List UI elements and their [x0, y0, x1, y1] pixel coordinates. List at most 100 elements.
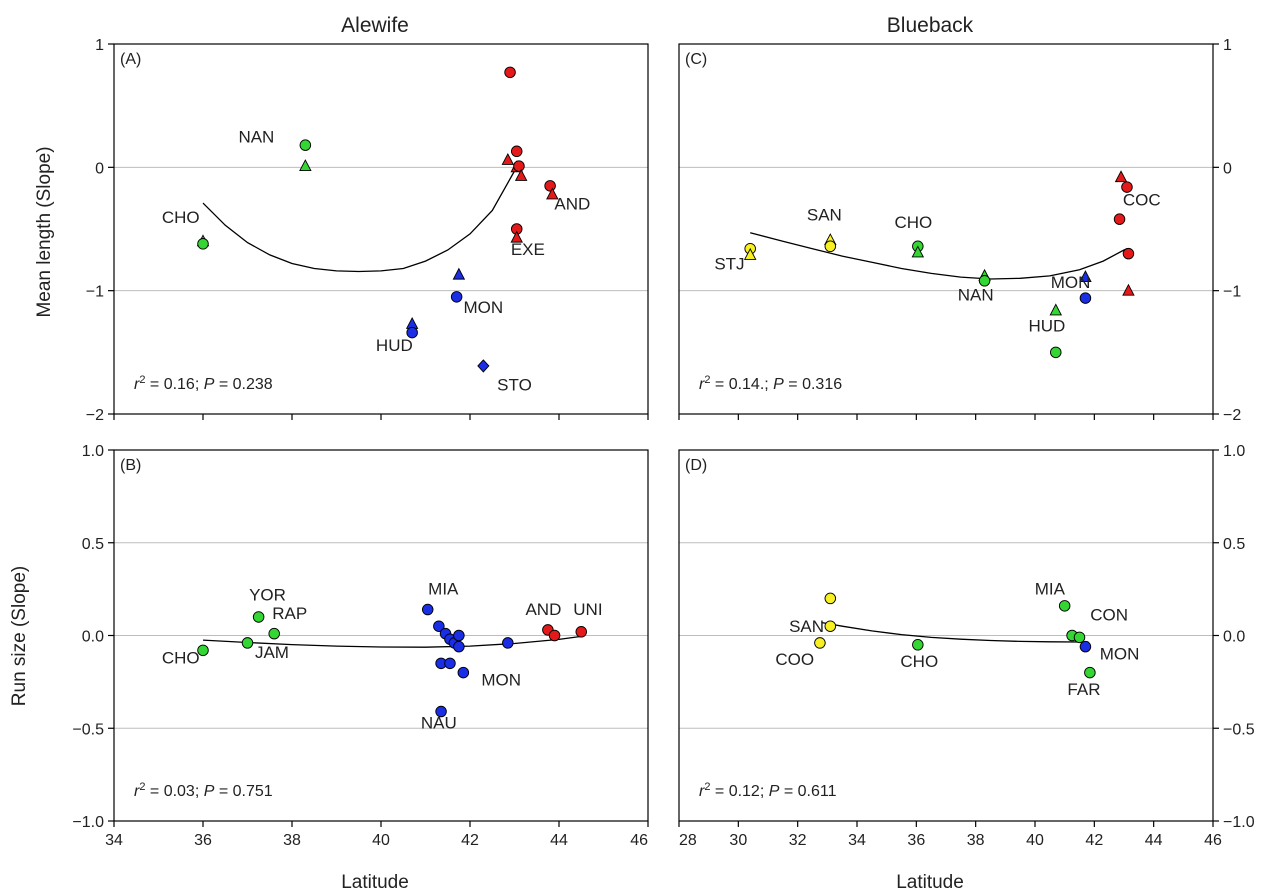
data-point-b-12	[444, 657, 456, 670]
xtick-label-d-4: 36	[907, 832, 925, 849]
data-point-a-17	[406, 326, 418, 339]
site-label-d-2: CHO	[900, 652, 938, 671]
column-title-alewife: Alewife	[341, 14, 409, 37]
site-label-d-0: SAN	[789, 617, 824, 636]
data-point-c-3	[824, 240, 837, 253]
xtick-label-b-0: 34	[105, 832, 123, 849]
data-point-d-4	[1058, 600, 1071, 612]
stats-part-c-0: r	[699, 376, 705, 393]
xtick-label-d-2: 32	[789, 832, 807, 849]
column-title-blueback: Blueback	[887, 14, 974, 37]
data-point-a-0	[299, 139, 312, 151]
data-point-d-1	[824, 620, 837, 632]
data-point-c-15	[1122, 247, 1135, 260]
data-point-b-0	[197, 644, 209, 657]
data-point-c-7	[978, 275, 991, 287]
site-label-c-5: HUD	[1028, 316, 1065, 335]
data-point-a-5	[510, 145, 523, 158]
data-point-a-10	[544, 180, 556, 192]
data-point-c-12	[1114, 170, 1128, 183]
site-label-a-6: STO	[497, 376, 532, 395]
data-point-b-5	[433, 620, 445, 632]
ytick-label-a-2: 0	[95, 160, 104, 177]
stats-annotation-c: r2 = 0.14.; P = 0.316	[699, 374, 842, 393]
ytick-label-c-1: −1	[1223, 284, 1241, 301]
fit-curve-a	[202, 170, 516, 273]
data-point-b-13	[457, 666, 470, 679]
site-label-d-5: MON	[1100, 645, 1140, 664]
data-point-a-6	[501, 152, 515, 165]
stats-annotation-b: r2 = 0.03; P = 0.751	[134, 781, 273, 800]
data-point-a-18	[477, 359, 490, 373]
xtick-label-d-3: 34	[848, 832, 866, 849]
stats-part-d-3: P	[769, 783, 780, 800]
stats-part-d-2: = 0.12;	[710, 783, 768, 800]
data-point-d-7	[1084, 666, 1096, 679]
data-point-d-2	[814, 637, 826, 649]
stats-annotation-a: r2 = 0.16; P = 0.238	[134, 374, 273, 393]
stats-part-b-2: = 0.03;	[145, 783, 203, 800]
site-label-d-3: MIA	[1035, 580, 1066, 599]
data-point-d-3	[912, 639, 924, 651]
stats-part-c-1: 2	[704, 374, 710, 386]
data-point-c-11	[1079, 292, 1092, 304]
xtick-label-d-1: 30	[729, 832, 747, 849]
ytick-label-b-2: 0.0	[82, 629, 104, 646]
panel-d: −1.0 −0.5 0.0 0.5 1.0 28 30 32 34 36 38 40 42 44 46 SAN…	[678, 443, 1255, 849]
xtick-label-d-8: 44	[1145, 832, 1163, 849]
data-point-c-16	[1122, 283, 1135, 296]
xtick-label-b-4: 42	[461, 832, 479, 849]
stats-part-c-2: = 0.14.;	[710, 376, 773, 393]
stats-part-a-4: = 0.238	[214, 376, 272, 393]
xtick-label-b-5: 44	[550, 832, 568, 849]
data-point-c-1	[743, 247, 757, 260]
data-point-a-9	[514, 168, 528, 181]
ytick-label-b-4: 1.0	[82, 443, 104, 460]
site-label-b-5: AND	[525, 600, 561, 619]
data-point-c-8	[1049, 303, 1063, 316]
xtick-label-d-7: 42	[1085, 832, 1103, 849]
data-point-d-6	[1073, 631, 1086, 644]
data-point-b-4	[421, 603, 434, 616]
y-axis-title-mean-length: Mean length (Slope)	[34, 146, 55, 317]
data-point-b-10	[453, 640, 465, 653]
xtick-label-b-3: 40	[372, 832, 390, 849]
site-label-d-4: CON	[1090, 606, 1128, 625]
site-label-c-6: COC	[1123, 191, 1161, 210]
ytick-label-d-3: 0.5	[1223, 536, 1245, 553]
xtick-label-d-9: 46	[1204, 832, 1222, 849]
stats-part-b-1: 2	[139, 781, 145, 793]
site-label-b-3: CHO	[162, 648, 200, 667]
site-label-b-0: YOR	[249, 585, 286, 604]
xtick-label-b-2: 38	[283, 832, 301, 849]
data-point-a-14	[452, 267, 466, 280]
plot-frame-c	[678, 43, 1214, 415]
data-point-b-15	[502, 637, 514, 649]
site-label-c-2: CHO	[894, 213, 932, 232]
ytick-label-d-1: −0.5	[1223, 721, 1255, 738]
xtick-label-b-6: 46	[630, 832, 648, 849]
data-point-b-14	[435, 705, 447, 718]
data-point-a-1	[299, 159, 312, 172]
stats-part-b-3: P	[204, 783, 215, 800]
data-point-b-17	[548, 629, 561, 642]
data-point-a-3	[197, 238, 209, 250]
site-label-d-6: FAR	[1067, 680, 1100, 699]
x-axis-title-left: Latitude	[341, 872, 409, 892]
site-label-c-1: SAN	[807, 205, 842, 224]
data-point-a-4	[504, 66, 516, 79]
site-label-b-2: JAM	[255, 643, 289, 662]
data-point-c-5	[911, 245, 925, 258]
site-label-b-8: NAU	[421, 713, 457, 732]
data-point-a-15	[450, 291, 463, 303]
ytick-label-b-1: −0.5	[72, 721, 104, 738]
ytick-label-c-2: 0	[1223, 160, 1232, 177]
site-label-b-1: RAP	[272, 604, 307, 623]
ytick-label-d-0: −1.0	[1223, 814, 1255, 831]
ytick-label-a-0: −2	[86, 407, 104, 424]
site-label-a-4: MON	[464, 298, 504, 317]
ytick-label-d-4: 1.0	[1223, 443, 1245, 460]
data-point-c-9	[1050, 346, 1062, 359]
